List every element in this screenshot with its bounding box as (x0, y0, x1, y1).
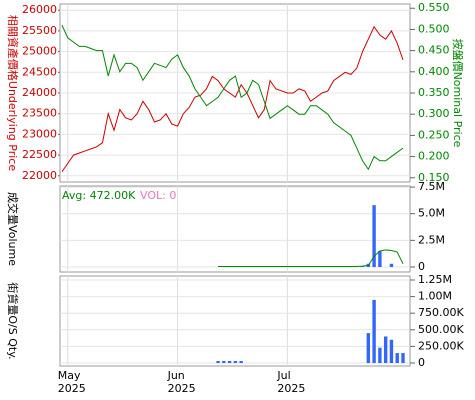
y-tick-label: 24500 (22, 65, 57, 78)
line (61, 24, 404, 171)
bar (222, 361, 226, 364)
bar (216, 361, 220, 364)
bar (360, 266, 365, 267)
bar (401, 353, 405, 364)
bar (378, 347, 382, 364)
y2-tick-label: 250.00K (418, 339, 464, 352)
y2-tick-label: 1.00M (418, 290, 452, 303)
y2-tick-label: 750.00K (418, 306, 464, 319)
x-tick-label: Jun 2025 (167, 369, 196, 395)
y2-tick-label: 0.450 (418, 44, 450, 57)
y2-tick-label: 0.500 (418, 22, 450, 35)
y2-tick-label: 0.200 (418, 150, 450, 163)
y-tick-label: 22500 (22, 148, 57, 161)
legend-vol: VOL: 0 (140, 189, 176, 202)
bar (372, 299, 376, 364)
y2-tick-label: 0.250 (418, 128, 450, 141)
y2-tick-label: 1.25M (418, 273, 452, 286)
y-tick-label: 24000 (22, 86, 57, 99)
y2-axis-label: 按盤價Nominal Price (451, 39, 465, 148)
y2-tick-label: 0.400 (418, 65, 450, 78)
y2-tick-label: 0.300 (418, 107, 450, 120)
bar (378, 251, 382, 267)
bar (389, 263, 394, 267)
y2-tick-label: 0 (418, 260, 425, 273)
y2-tick-label: 7.5M (418, 180, 445, 193)
bar (389, 339, 394, 364)
line (218, 249, 404, 267)
y2-tick-label: 5.0M (418, 207, 445, 220)
y-axis-label: 街貨量O/S Qty. (6, 282, 20, 359)
bar (239, 361, 243, 364)
y-tick-label: 26000 (22, 3, 57, 16)
y-tick-label: 22000 (22, 169, 57, 182)
x-tick-label: May 2025 (57, 369, 86, 395)
y-axis-label: 成交量Volume (6, 192, 20, 266)
y2-tick-label: 0.150 (418, 171, 450, 184)
y2-tick-label: 0 (418, 356, 425, 369)
plot-area (59, 275, 411, 367)
y-tick-label: 25000 (22, 45, 57, 58)
bar (383, 336, 388, 364)
y2-tick-label: 500.00K (418, 323, 464, 336)
bar (233, 361, 238, 364)
bar (366, 333, 371, 364)
line (61, 25, 404, 172)
y-tick-label: 23500 (22, 107, 57, 120)
x-tick-label: Jul 2025 (277, 369, 306, 395)
y-axis-label: 相關資產價格Underlying Price (6, 15, 20, 171)
y2-tick-label: 2.5M (418, 233, 445, 246)
y-tick-label: 23000 (22, 127, 57, 140)
y2-tick-label: 0.550 (418, 1, 450, 14)
y2-tick-label: 0.350 (418, 86, 450, 99)
legend-avg: Avg: 472.00K (62, 189, 136, 202)
y-tick-label: 25500 (22, 24, 57, 37)
bar (395, 353, 399, 364)
plot-area (59, 185, 411, 273)
bar (372, 205, 376, 267)
bar (227, 361, 232, 364)
